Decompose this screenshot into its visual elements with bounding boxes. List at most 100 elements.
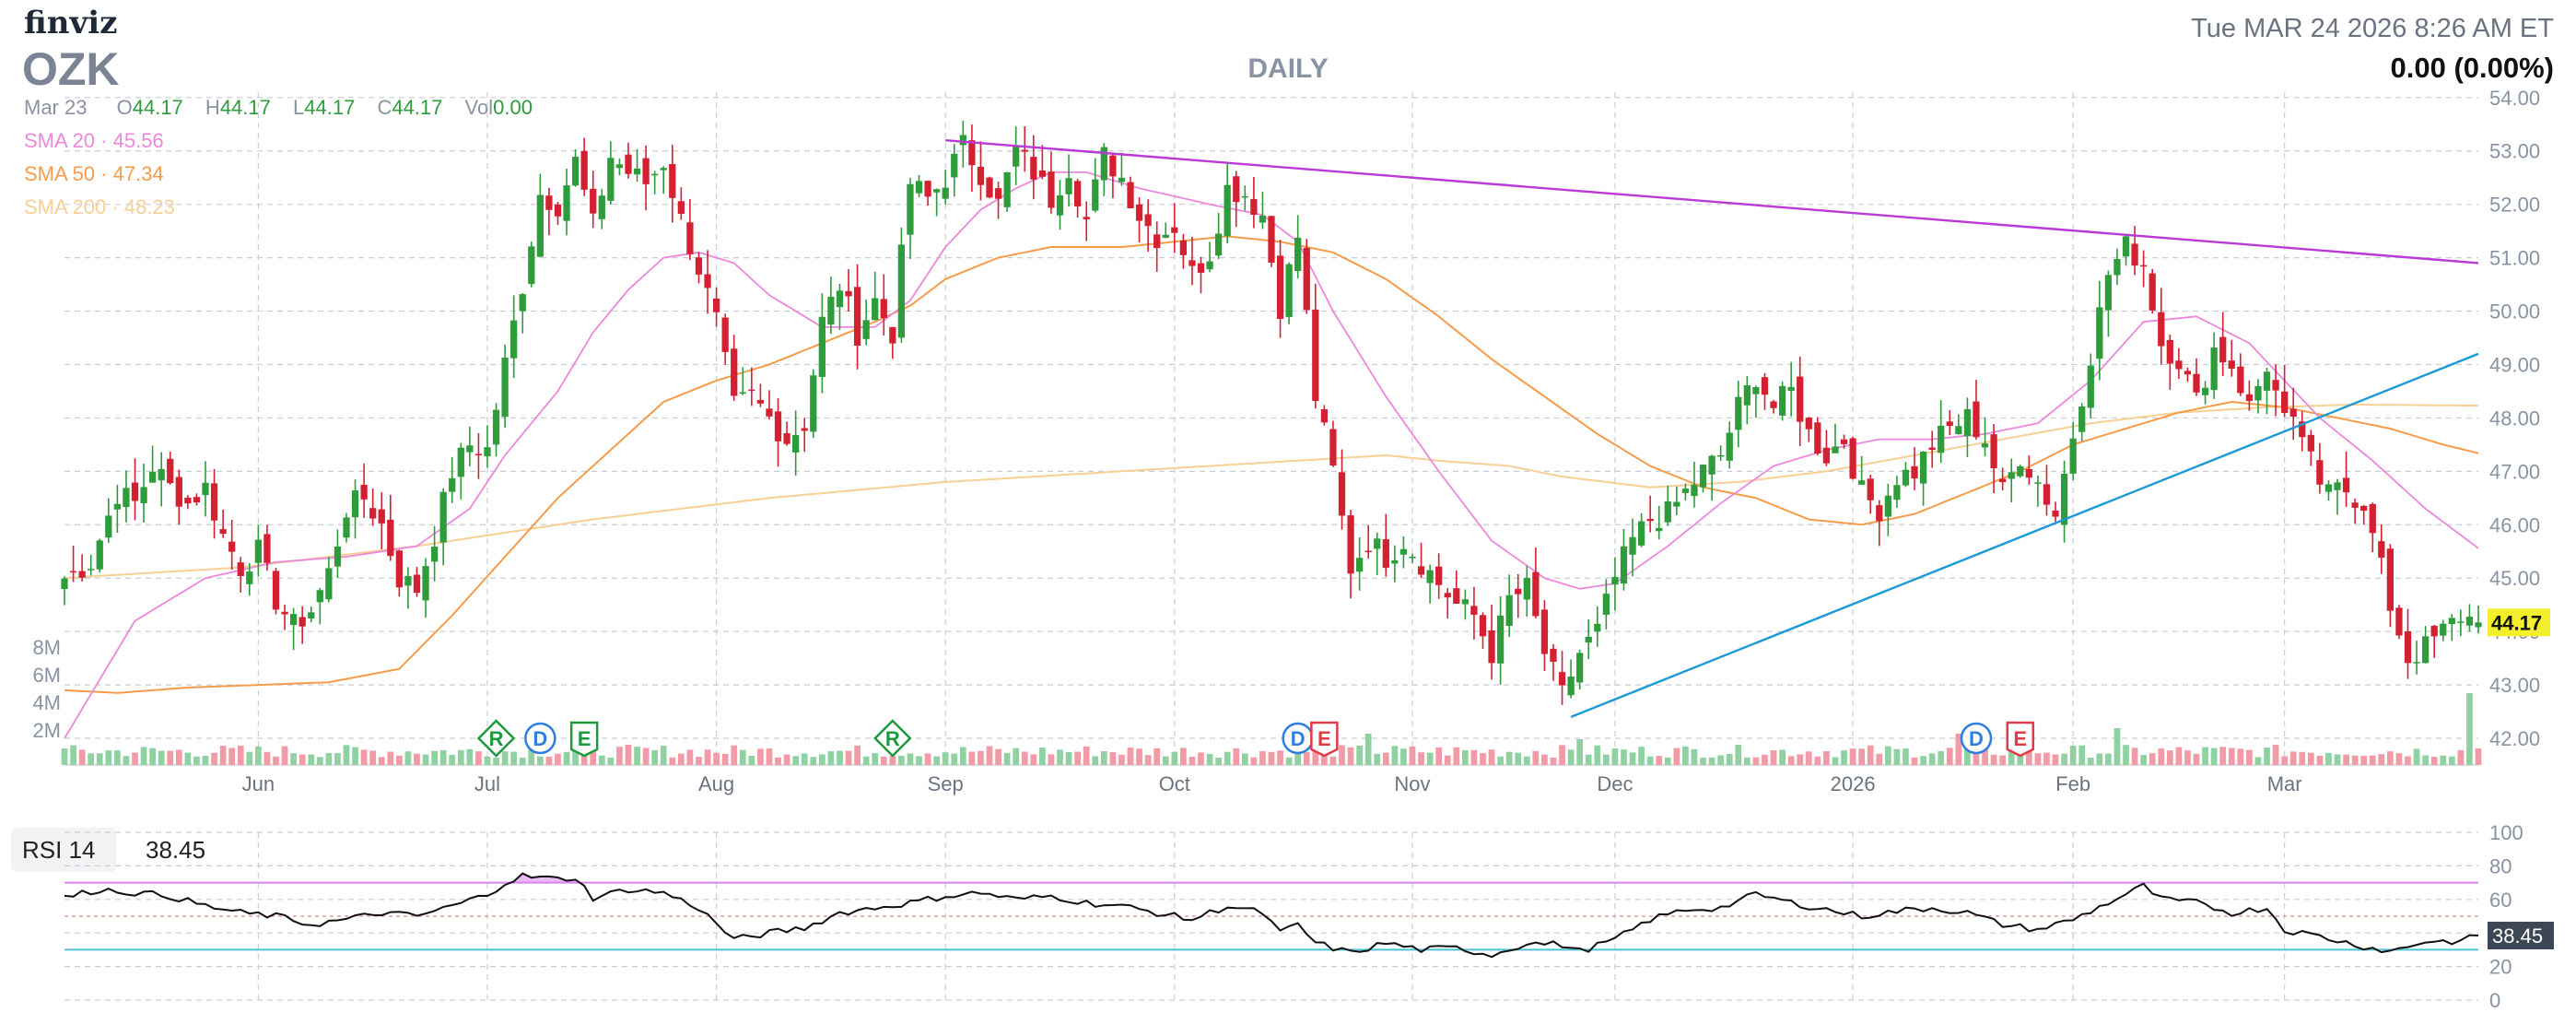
volume-bar — [766, 748, 773, 765]
volume-bar — [660, 746, 667, 765]
candle-body — [1092, 179, 1099, 211]
candle-body — [633, 168, 641, 175]
volume-bar — [2166, 750, 2173, 765]
volume-bar — [1488, 749, 1495, 765]
volume-bar — [837, 750, 843, 765]
volume-bar — [1629, 752, 1636, 765]
ohlc-open-value: 44.17 — [133, 96, 183, 119]
volume-bar — [845, 750, 852, 765]
finviz-logo[interactable]: finviz — [24, 5, 117, 41]
volume-bar — [1920, 756, 1926, 765]
volume-bar — [2219, 747, 2227, 765]
candle-body — [510, 320, 518, 359]
candle-body — [2281, 391, 2289, 413]
candle-body — [299, 617, 306, 627]
candle-body — [1620, 546, 1628, 584]
last-price-text: 44.17 — [2491, 611, 2542, 634]
candle-body — [1083, 217, 1090, 219]
candle-body — [1003, 171, 1011, 207]
volume-bar — [1532, 750, 1540, 765]
rsi-label: RSI 14 — [22, 836, 96, 864]
candle-body — [1656, 527, 1663, 532]
candle-body — [1347, 515, 1354, 574]
candle-body — [2052, 510, 2059, 517]
candle-body — [1832, 446, 1839, 453]
volume-bar — [1118, 754, 1125, 765]
trendline-resistance[interactable] — [945, 138, 2479, 265]
volume-bar — [167, 750, 174, 765]
volume-bar — [775, 757, 781, 765]
sma20-legend[interactable]: SMA 20 · 45.56 — [24, 129, 164, 152]
volume-bar — [2475, 748, 2482, 765]
volume-bar — [2069, 746, 2077, 765]
candle-body — [872, 298, 879, 321]
volume-bar — [1982, 746, 1988, 765]
candle-body — [2272, 380, 2279, 391]
volume-bar — [431, 750, 438, 765]
volume-bar — [634, 747, 640, 765]
candle-body — [1946, 421, 1953, 427]
volume-bar — [1250, 757, 1258, 765]
volume-bar — [2457, 749, 2465, 765]
volume-bar — [563, 751, 570, 765]
event-marker-E[interactable]: E — [569, 721, 599, 758]
date-tick-label: Aug — [698, 772, 734, 795]
rsi-line — [64, 872, 2479, 959]
volume-bar — [475, 751, 482, 765]
candle-body — [2149, 273, 2156, 311]
candle-body — [1973, 401, 1980, 438]
candle-body — [739, 392, 746, 394]
candle-body — [2193, 373, 2200, 393]
event-marker-D[interactable]: D — [1960, 722, 1993, 755]
event-marker-R[interactable]: R — [873, 719, 912, 758]
volume-bar — [528, 749, 535, 765]
candle-body — [783, 433, 790, 444]
volume-bar — [78, 749, 86, 765]
candle-body — [766, 408, 773, 417]
trendlines[interactable] — [945, 138, 2479, 718]
candle-body — [272, 571, 280, 610]
candle-body — [1453, 588, 1460, 605]
candle-body — [1162, 234, 1169, 238]
candle-body — [2386, 548, 2395, 611]
event-marker-E[interactable]: E — [1310, 721, 1339, 758]
volume-bar — [2281, 756, 2288, 765]
timeframe-label[interactable]: DAILY — [1247, 53, 1328, 84]
event-marker-E[interactable]: E — [2006, 721, 2035, 758]
candle-body — [69, 571, 77, 573]
event-marker-D[interactable]: D — [1282, 722, 1314, 755]
volume-bar — [1153, 748, 1161, 765]
date-axis: Jun Jul Aug Sep Oct Nov Dec 2026 Feb Mar — [242, 772, 2302, 795]
volume-bar — [2228, 748, 2235, 765]
volume-bar — [1409, 746, 1416, 765]
event-marker-R[interactable]: R — [476, 719, 516, 758]
candle-body — [175, 477, 182, 507]
candle-body — [2440, 623, 2447, 636]
candle-body — [105, 515, 112, 538]
volume-bar — [1567, 749, 1575, 765]
event-marker-text: E — [1317, 727, 1331, 750]
sma50-legend[interactable]: SMA 50 · 47.34 — [24, 162, 164, 185]
volume-bar — [246, 751, 253, 765]
candle-body — [289, 614, 298, 626]
candle-body — [677, 201, 685, 215]
volume-bar — [1364, 734, 1372, 765]
volume-bar — [2272, 745, 2279, 765]
volume-bar — [783, 754, 790, 765]
volume-bar — [986, 746, 993, 765]
volume-bar — [1013, 748, 1020, 765]
event-marker-text: E — [2013, 727, 2027, 750]
candle-body — [845, 290, 852, 297]
candle-body — [1726, 432, 1733, 461]
candle-body — [1637, 521, 1645, 546]
event-marker-D[interactable]: D — [524, 722, 556, 755]
volume-bar — [1999, 755, 2006, 765]
volume-bar — [396, 755, 403, 765]
trendline-support[interactable] — [1570, 352, 2479, 718]
candle-body — [2395, 607, 2403, 636]
sma200-legend[interactable]: SMA 200 · 48.23 — [24, 195, 175, 218]
volume-bar — [1136, 748, 1142, 765]
ohlc-close-key: C — [377, 96, 392, 119]
